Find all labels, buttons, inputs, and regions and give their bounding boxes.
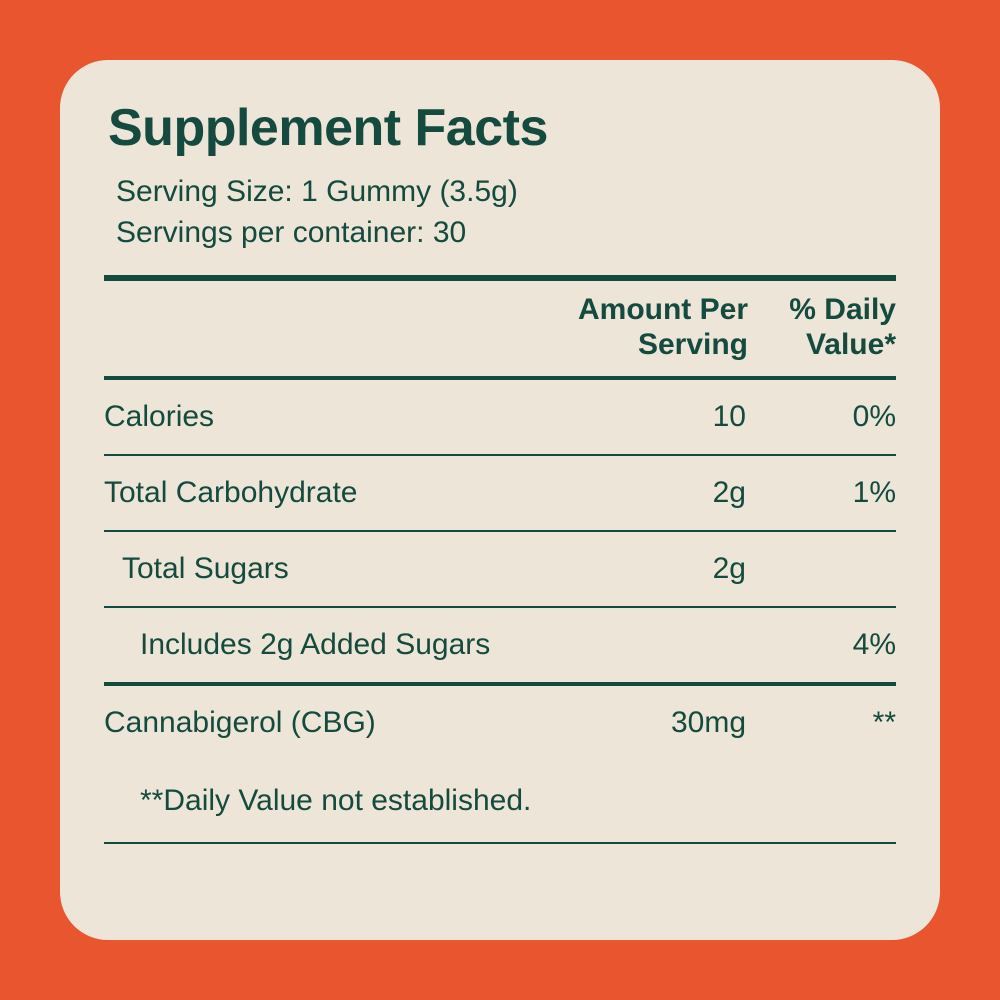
row-amount: 10 <box>566 400 766 434</box>
nutrient-rows: Calories100%Total Carbohydrate2g1%Total … <box>104 380 896 760</box>
divider-bottom <box>104 842 896 844</box>
serving-size: Serving Size: 1 Gummy (3.5g) <box>116 172 896 213</box>
row-daily-value: ** <box>766 706 896 740</box>
row-daily-value: 1% <box>766 476 896 510</box>
panel-title: Supplement Facts <box>108 98 896 158</box>
footnote: **Daily Value not established. <box>104 760 896 842</box>
header-amount: Amount Per Serving <box>528 293 748 362</box>
table-row: Includes 2g Added Sugars 4% <box>104 608 896 682</box>
column-headers: Amount Per Serving % Daily Value* <box>104 281 896 376</box>
header-daily-value: % Daily Value* <box>766 293 896 362</box>
servings-per-container: Servings per container: 30 <box>116 213 896 254</box>
row-name: Includes 2g Added Sugars <box>104 628 566 662</box>
serving-info: Serving Size: 1 Gummy (3.5g) Servings pe… <box>116 172 896 253</box>
row-name: Total Carbohydrate <box>104 476 566 510</box>
table-row: Cannabigerol (CBG)30mg** <box>104 686 896 760</box>
row-amount: 2g <box>566 552 766 586</box>
row-amount: 2g <box>566 476 766 510</box>
row-name: Cannabigerol (CBG) <box>104 706 566 740</box>
row-name: Total Sugars <box>104 552 566 586</box>
table-row: Calories100% <box>104 380 896 454</box>
table-row: Total Sugars2g <box>104 532 896 606</box>
row-daily-value: 4% <box>766 628 896 662</box>
row-name: Calories <box>104 400 566 434</box>
supplement-facts-panel: Supplement Facts Serving Size: 1 Gummy (… <box>60 60 940 940</box>
table-row: Total Carbohydrate2g1% <box>104 456 896 530</box>
row-amount: 30mg <box>566 706 766 740</box>
row-daily-value: 0% <box>766 400 896 434</box>
